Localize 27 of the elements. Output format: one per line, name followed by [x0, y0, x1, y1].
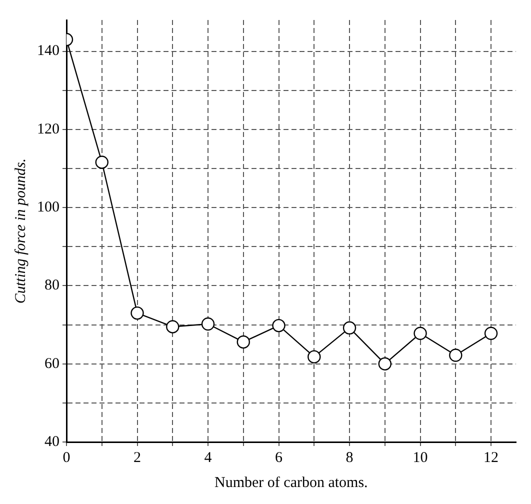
point — [166, 320, 180, 334]
point — [414, 326, 427, 340]
point — [272, 318, 286, 332]
x-tick-label: 12 — [484, 450, 499, 466]
x-tick-label: 4 — [204, 450, 212, 466]
point — [484, 326, 498, 340]
y-tick-label: 120 — [37, 121, 60, 138]
point — [378, 357, 392, 370]
x-tick-label: 10 — [412, 450, 428, 466]
y-tick-label: 60 — [44, 356, 60, 372]
point — [201, 317, 215, 331]
x-tick-label: 6 — [275, 450, 284, 466]
y-tick-label: 100 — [37, 199, 60, 216]
y-tick-label: 140 — [37, 43, 60, 60]
x-tick-label: 8 — [346, 450, 354, 466]
point — [308, 350, 321, 364]
y-tick-label: 80 — [44, 278, 60, 294]
x-tick-label: 0 — [62, 450, 70, 466]
point — [342, 321, 356, 335]
x-tick-label: 2 — [134, 450, 142, 466]
point — [236, 335, 250, 349]
x-axis-title: Number of carbon atoms. — [214, 474, 368, 491]
y-axis-title: Cutting force in pounds. — [12, 158, 29, 304]
y-tick-label: 40 — [44, 434, 60, 450]
point — [130, 306, 144, 320]
point — [95, 156, 108, 169]
point — [449, 348, 462, 362]
